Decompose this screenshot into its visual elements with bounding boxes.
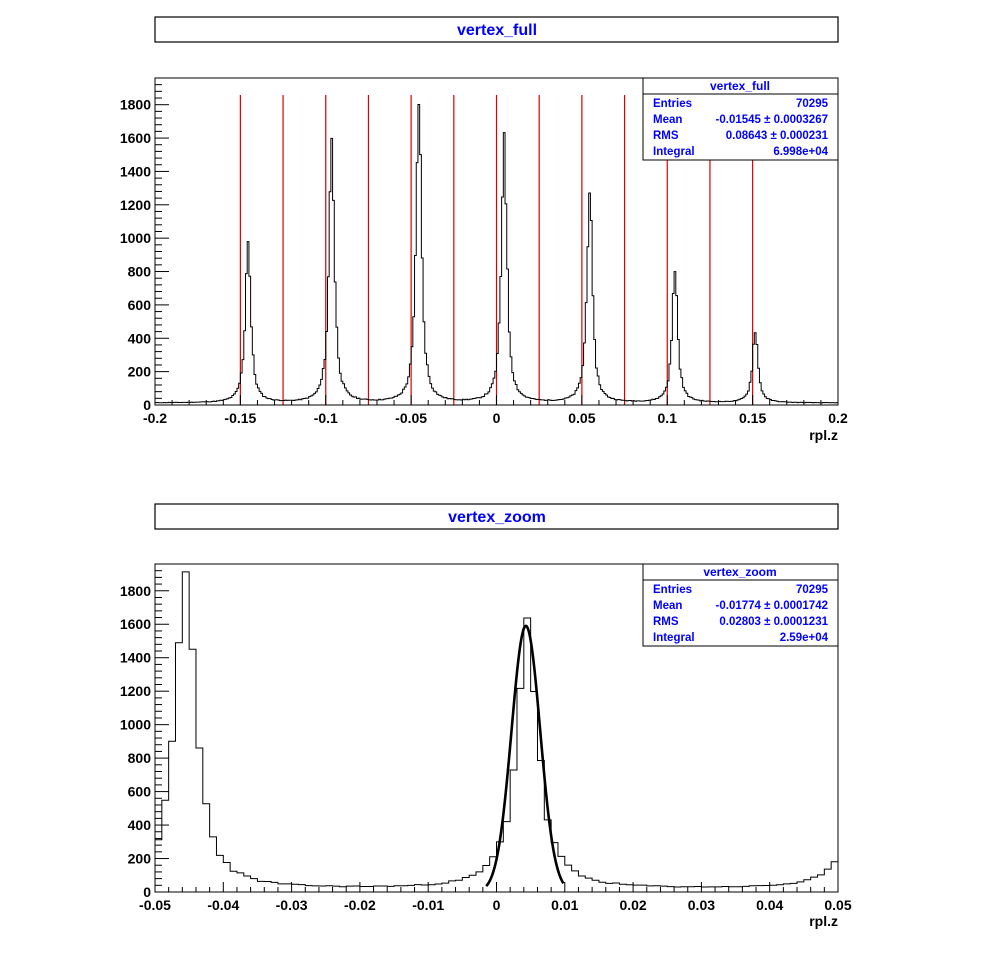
y-axis-vertex-zoom: 0 200 400 600 800 1000 1200 1400 1600 1800 xyxy=(120,563,169,900)
y-tick-label: 200 xyxy=(128,364,152,380)
stats-title: vertex_full xyxy=(710,79,770,93)
stats-box-vertex-zoom: vertex_zoom Entries 70295 Mean -0.01774 … xyxy=(642,563,839,647)
x-axis-vertex-zoom: -0.05 -0.04 -0.03 -0.02 -0.01 0 0.01 0.02 0.03 0.… xyxy=(139,882,852,913)
stats-value-mean: -0.01545 ± 0.0003267 xyxy=(716,114,828,126)
x-tick-label: 0 xyxy=(493,410,501,426)
y-tick-label: 0 xyxy=(143,397,151,413)
stats-label-mean: Mean xyxy=(653,114,682,126)
panel-vertex-full: vertex_full 0 200 400 600 800 1000 1200 1400 160… xyxy=(120,16,848,443)
x-tick-label: -0.03 xyxy=(276,897,308,913)
y-tick-label: 1600 xyxy=(120,616,151,632)
stats-label-mean: Mean xyxy=(653,600,682,612)
y-tick-label: 0 xyxy=(143,884,151,900)
stats-label-rms: RMS xyxy=(653,130,679,142)
x-tick-label: -0.02 xyxy=(344,897,376,913)
y-tick-label: 1200 xyxy=(120,683,151,699)
y-tick-label: 800 xyxy=(128,750,152,766)
stats-value-mean: -0.01774 ± 0.0001742 xyxy=(716,600,828,612)
stats-box-frame xyxy=(642,77,839,161)
y-tick-label: 200 xyxy=(128,851,152,867)
x-tick-label: -0.15 xyxy=(224,410,256,426)
stats-label-entries: Entries xyxy=(653,98,692,110)
stats-value-integral: 2.59e+04 xyxy=(780,632,829,644)
histogram-vertex-full xyxy=(154,103,838,405)
y-axis-vertex-full: 0 200 400 600 800 1000 1200 1400 1600 1800 xyxy=(120,77,169,413)
y-tick-label: 600 xyxy=(128,784,152,800)
y-tick-label: 1400 xyxy=(120,650,151,666)
stats-value-rms: 0.08643 ± 0.000231 xyxy=(726,130,829,142)
title-vertex-full: vertex_full xyxy=(457,22,537,39)
x-tick-label: -0.1 xyxy=(314,410,338,426)
x-tick-label: -0.05 xyxy=(139,897,171,913)
stats-label-integral: Integral xyxy=(653,632,695,644)
x-tick-label: 0 xyxy=(493,897,501,913)
y-tick-label: 1200 xyxy=(120,197,151,213)
y-tick-label: 1000 xyxy=(120,717,151,733)
x-tick-label: 0.15 xyxy=(739,410,766,426)
x-tick-label: -0.2 xyxy=(143,410,167,426)
y-tick-label: 1600 xyxy=(120,130,151,146)
gaussian-fit-curve xyxy=(485,624,565,887)
x-axis-vertex-full: -0.2 -0.15 -0.1 -0.05 0 0.05 0.1 0.15 0.2 xyxy=(143,395,848,426)
y-tick-label: 1800 xyxy=(120,583,151,599)
stats-value-entries: 70295 xyxy=(796,584,829,596)
stats-label-entries: Entries xyxy=(653,584,692,596)
x-tick-label: -0.04 xyxy=(207,897,239,913)
x-tick-label: 0.03 xyxy=(688,897,715,913)
y-tick-label: 400 xyxy=(128,817,152,833)
y-tick-label: 600 xyxy=(128,297,152,313)
stats-box-vertex-full: vertex_full Entries 70295 Mean -0.01545 … xyxy=(642,77,839,161)
title-box-vertex-full xyxy=(154,16,839,43)
xlabel-vertex-zoom: rpl.z xyxy=(809,913,838,929)
y-tick-label: 1000 xyxy=(120,230,151,246)
y-tick-label: 800 xyxy=(128,264,152,280)
title-box-vertex-zoom xyxy=(154,503,839,530)
title-vertex-zoom: vertex_zoom xyxy=(448,509,546,526)
panel-vertex-zoom: vertex_zoom 0 200 400 600 800 1000 1200 1400 160… xyxy=(120,503,852,929)
stats-value-rms: 0.02803 ± 0.0001231 xyxy=(719,616,828,628)
x-tick-label: 0.1 xyxy=(658,410,678,426)
x-tick-label: 0.2 xyxy=(828,410,848,426)
x-tick-label: 0.05 xyxy=(824,897,851,913)
stats-label-integral: Integral xyxy=(653,146,695,158)
x-tick-label: 0.05 xyxy=(568,410,595,426)
stats-title: vertex_zoom xyxy=(703,565,776,579)
y-tick-label: 1400 xyxy=(120,163,151,179)
stats-value-entries: 70295 xyxy=(796,98,829,110)
stats-label-rms: RMS xyxy=(653,616,679,628)
stats-box-frame xyxy=(642,563,839,647)
x-tick-label: -0.05 xyxy=(395,410,427,426)
y-tick-label: 1800 xyxy=(120,97,151,113)
x-tick-label: 0.02 xyxy=(619,897,646,913)
y-tick-label: 400 xyxy=(128,330,152,346)
xlabel-vertex-full: rpl.z xyxy=(809,427,838,443)
x-tick-label: 0.04 xyxy=(756,897,783,913)
x-tick-label: -0.01 xyxy=(412,897,444,913)
x-tick-label: 0.01 xyxy=(551,897,578,913)
stats-value-integral: 6.998e+04 xyxy=(773,146,828,158)
